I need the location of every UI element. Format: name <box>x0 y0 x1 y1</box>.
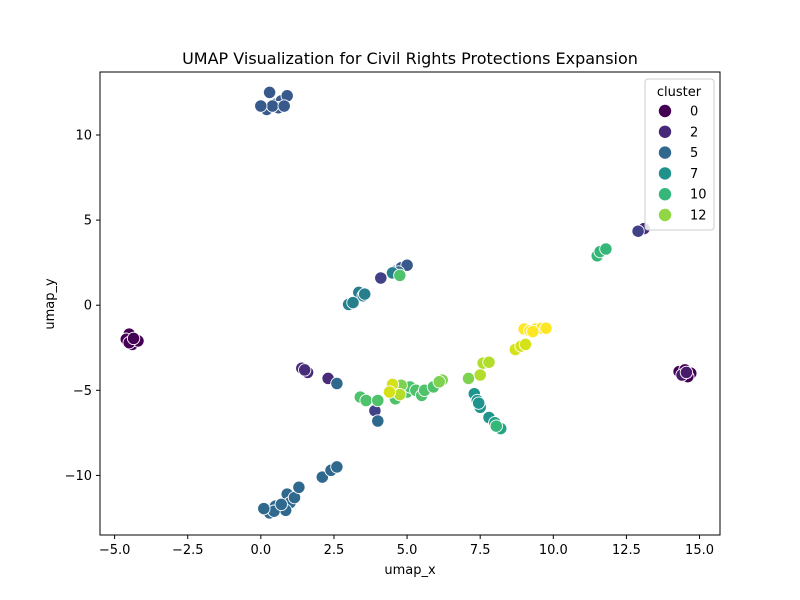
data-point <box>679 365 694 380</box>
legend-label: 0 <box>690 105 698 120</box>
data-point <box>382 385 397 399</box>
data-point <box>292 480 306 494</box>
data-point <box>374 271 388 285</box>
points-layer <box>119 85 698 520</box>
y-tick-label: 10 <box>75 128 92 143</box>
data-point <box>432 375 446 389</box>
x-axis-label: umap_x <box>384 563 436 578</box>
plot-area-frame <box>99 71 721 536</box>
y-axis: −10 −5 0 5 10 <box>65 128 100 484</box>
legend-marker <box>658 167 672 180</box>
x-tick-label: 5.0 <box>397 543 418 558</box>
legend-marker <box>658 146 672 159</box>
data-point <box>257 501 271 516</box>
data-point <box>262 85 277 100</box>
data-point <box>599 242 613 256</box>
data-point <box>461 371 476 386</box>
y-tick-label: 5 <box>84 214 92 229</box>
data-point <box>358 287 372 301</box>
data-point <box>126 331 141 346</box>
x-tick-label: 7.5 <box>470 543 491 558</box>
data-point <box>489 419 503 433</box>
legend-label: 5 <box>690 146 698 161</box>
data-point <box>393 268 407 283</box>
data-point <box>371 393 385 408</box>
x-tick-label: 2.5 <box>324 543 345 558</box>
x-axis: −5.0 −2.5 0.0 2.5 5.0 7.5 10.0 12.5 15.0 <box>99 535 714 558</box>
data-point <box>482 355 496 369</box>
data-point <box>472 396 486 410</box>
data-point <box>265 99 280 113</box>
data-point <box>539 321 553 335</box>
data-point <box>315 470 329 484</box>
x-tick-label: 10.0 <box>539 543 568 558</box>
data-point <box>330 460 344 474</box>
data-point <box>359 393 373 408</box>
data-point <box>371 414 385 428</box>
data-point <box>298 363 312 377</box>
chart-title: UMAP Visualization for Civil Rights Prot… <box>182 49 638 68</box>
x-tick-label: −5.0 <box>99 543 131 558</box>
legend-marker <box>658 104 672 118</box>
x-tick-label: 0.0 <box>251 543 272 558</box>
data-point <box>346 295 360 310</box>
data-point <box>400 258 414 272</box>
legend-label: 2 <box>690 125 698 140</box>
legend-marker <box>658 188 672 201</box>
y-axis-label: umap_y <box>43 278 58 330</box>
data-point <box>330 376 344 391</box>
legend: cluster 0 2 5 7 10 12 <box>644 78 715 231</box>
data-point <box>254 99 268 113</box>
y-tick-label: −5 <box>73 384 92 399</box>
legend-title: cluster <box>657 85 702 100</box>
data-point <box>473 368 487 382</box>
data-point <box>518 337 533 352</box>
legend-label: 7 <box>690 167 698 182</box>
legend-box <box>644 78 715 231</box>
x-tick-label: 15.0 <box>685 543 714 558</box>
legend-label: 12 <box>690 209 707 224</box>
x-tick-label: −2.5 <box>172 543 204 558</box>
data-point <box>277 99 291 113</box>
y-tick-label: −10 <box>65 469 92 484</box>
legend-label: 10 <box>690 188 707 203</box>
x-tick-label: 12.5 <box>612 543 641 558</box>
legend-marker <box>658 208 672 222</box>
data-point <box>274 497 288 512</box>
data-point <box>631 224 645 238</box>
y-tick-label: 0 <box>84 299 92 314</box>
data-point <box>526 324 540 339</box>
legend-marker <box>658 125 672 138</box>
